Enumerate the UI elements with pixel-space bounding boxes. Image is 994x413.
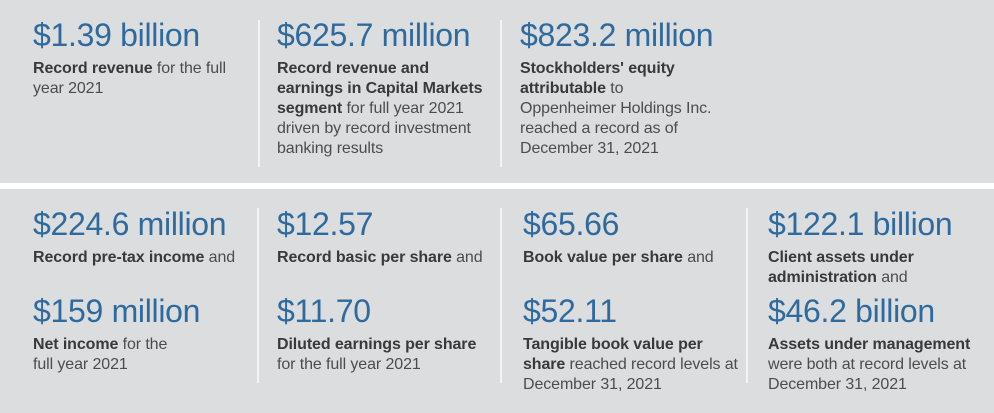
stat-value: $224.6 million: [33, 206, 227, 242]
stat-value: $625.7 million: [277, 17, 471, 53]
stat-column-per-share-earnings: $12.57 Record basic per share and $11.70…: [257, 189, 500, 413]
top-panel: $1.39 billion Record revenue for the ful…: [0, 0, 994, 183]
stat-description: Stockholders' equity attributable to Opp…: [520, 59, 735, 159]
stat-value: $65.66: [523, 206, 620, 242]
stat-description-rest: for the full year 2021: [277, 356, 421, 373]
stat-description: Tangible book value per share reached re…: [523, 335, 746, 395]
stat-description-rest: and: [682, 249, 714, 266]
stat-column-client-assets: $122.1 billion Client assets under admin…: [746, 189, 994, 413]
stat-value: $12.57: [277, 206, 374, 242]
stat-description: Assets under management were both at rec…: [768, 335, 990, 395]
stat-description-bold: Record pre-tax income: [33, 249, 205, 266]
stat-description: Record revenue for the full year 2021: [33, 59, 248, 99]
column-divider: [746, 208, 748, 383]
stat-description-rest: were both at record levels at December 3…: [768, 356, 967, 393]
stat-value: $52.11: [523, 293, 617, 329]
stat-description-rest: and: [876, 269, 908, 286]
stat-description: Record pre-tax income and: [33, 248, 248, 288]
stat-description-rest: for the full year 2021: [33, 60, 226, 97]
stat-description-bold: Book value per share: [523, 249, 683, 266]
column-divider: [257, 208, 259, 383]
stat-description: Record revenue and earnings in Capital M…: [277, 59, 492, 159]
stat-description-bold: Client assets under administration: [768, 249, 914, 286]
row-divider: [0, 183, 994, 189]
stat-description-bold: Diluted earnings per share: [277, 336, 477, 353]
stat-description: Client assets under administration and: [768, 248, 990, 288]
stat-description-bold: Record basic per share: [277, 249, 452, 266]
stat-description: Book value per share and: [523, 248, 746, 288]
stat-description-bold: Record revenue and earnings in Capital M…: [277, 60, 483, 117]
stat-description-rest: reached record levels at December 31, 20…: [523, 356, 738, 393]
stat-value: $122.1 billion: [768, 206, 953, 242]
stat-description-rest: and: [451, 249, 483, 266]
stat-description-bold: Record revenue: [33, 60, 153, 77]
stat-description-bold: Assets under management: [768, 336, 971, 353]
stat-description-rest: and: [204, 249, 236, 266]
stat-description: Diluted earnings per share for the full …: [277, 335, 492, 375]
stat-description-rest: to Oppenheimer Holdings Inc. reached a r…: [520, 80, 712, 157]
stat-value: $159 million: [33, 293, 201, 329]
stat-column-capital-markets: $625.7 million Record revenue and earnin…: [258, 0, 500, 183]
stat-column-book-value: $65.66 Book value per share and $52.11 T…: [500, 189, 746, 413]
bottom-panel: $224.6 million Record pre-tax income and…: [0, 189, 994, 413]
stat-description: Record basic per share and: [277, 248, 492, 288]
stat-description: Net income for the full year 2021: [33, 335, 248, 375]
stat-description-bold: Stockholders' equity attributable: [520, 60, 675, 97]
stat-description-rest: for the full year 2021: [33, 336, 168, 373]
stat-value: $46.2 billion: [768, 293, 935, 329]
column-divider: [500, 208, 502, 383]
stat-value: $823.2 million: [520, 17, 714, 53]
stat-value: $1.39 billion: [33, 17, 200, 53]
stat-column-income: $224.6 million Record pre-tax income and…: [0, 189, 257, 413]
stat-value: $11.70: [277, 293, 371, 329]
column-divider: [500, 20, 502, 167]
stat-description-rest: for full year 2021 driven by record inve…: [277, 100, 471, 157]
stat-column-record-revenue: $1.39 billion Record revenue for the ful…: [0, 0, 258, 183]
stat-description-bold: Tangible book value per share: [523, 336, 703, 373]
stat-description-bold: Net income: [33, 336, 119, 353]
column-divider: [258, 20, 260, 167]
stat-column-stockholders-equity: $823.2 million Stockholders' equity attr…: [500, 0, 994, 183]
